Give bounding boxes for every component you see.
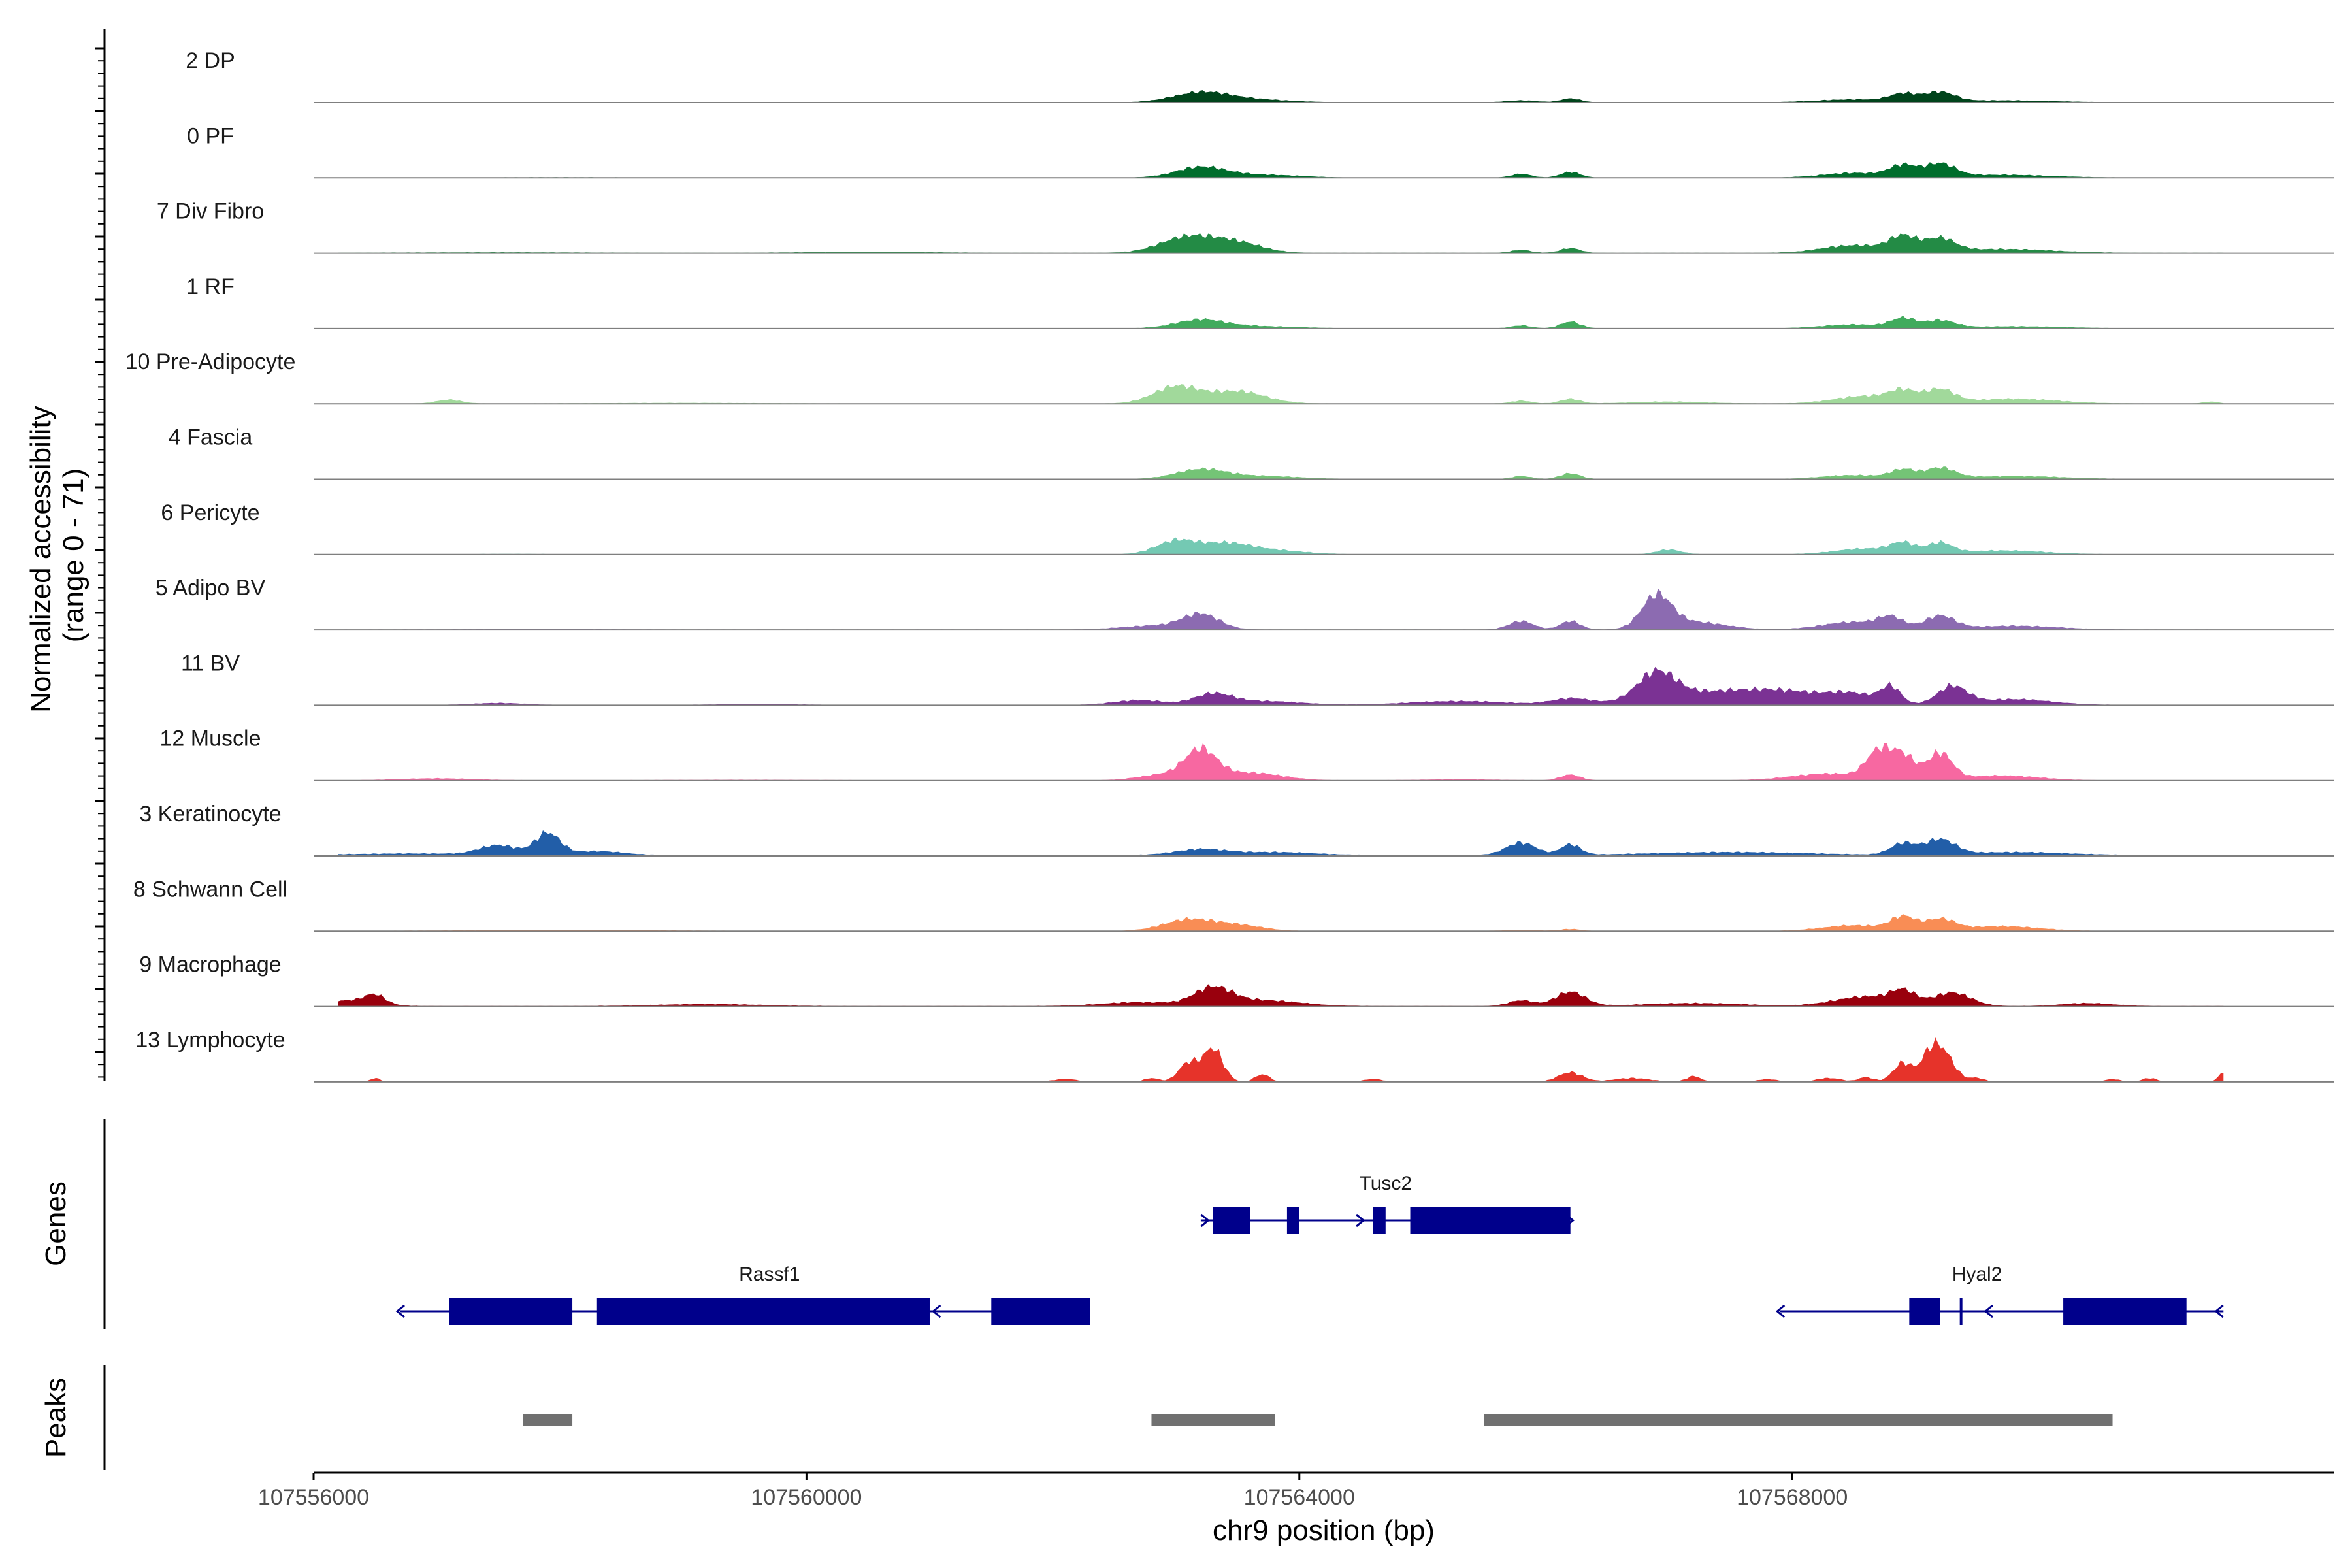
gene-exon [1373, 1207, 1386, 1234]
x-axis: 107556000 107560000 107564000 107568000 [258, 1471, 2334, 1510]
track-label-5-adipo-bv: 5 Adipo BV [155, 576, 266, 600]
track-11-bv: 11 BV [181, 651, 2334, 706]
coverage-area-8-schwann-cell [338, 914, 2224, 932]
track-13-lymphocyte: 13 Lymphocyte [135, 1028, 2334, 1083]
x-tick-label: 107564000 [1244, 1485, 1355, 1510]
coverage-y-axis [95, 29, 106, 1081]
strand-arrow-icon [1984, 1304, 1993, 1318]
track-label-3-keratinocyte: 3 Keratinocyte [139, 802, 281, 826]
coverage-area-2-dp [338, 90, 2224, 103]
strand-arrow-icon [1775, 1304, 1786, 1318]
peak-region [523, 1414, 573, 1426]
coverage-area-5-adipo-bv [338, 589, 2224, 630]
gene-label-tusc2: Tusc2 [1360, 1173, 1413, 1194]
coverage-area-1-rf [338, 316, 2224, 329]
coverage-tracks: 2 DP 0 PF 7 Div Fibro 1 RF 10 Pre-Adipocyte 4… [125, 48, 2334, 1083]
track-4-fascia: 4 Fascia [169, 425, 2334, 480]
coverage-area-11-bv [338, 666, 2224, 706]
gene-exon [991, 1298, 1090, 1325]
track-8-schwann-cell: 8 Schwann Cell [133, 877, 2334, 932]
track-2-dp: 2 DP [186, 48, 2334, 103]
gene-exon [1959, 1298, 1963, 1325]
track-5-adipo-bv: 5 Adipo BV [155, 576, 2334, 631]
track-7-div-fibro: 7 Div Fibro [157, 199, 2334, 254]
track-label-10-pre-adipocyte: 10 Pre-Adipocyte [125, 350, 296, 374]
gene-hyal2: Hyal2 [1775, 1264, 2224, 1325]
track-label-8-schwann-cell: 8 Schwann Cell [133, 877, 287, 902]
gene-exon [449, 1298, 573, 1325]
peak-region [1151, 1414, 1275, 1426]
coverage-area-12-muscle [338, 743, 2224, 781]
track-10-pre-adipocyte: 10 Pre-Adipocyte [125, 350, 2334, 405]
strand-arrow-icon [395, 1304, 405, 1318]
strand-arrow-icon [932, 1304, 941, 1318]
x-tick-label: 107568000 [1737, 1485, 1848, 1510]
coverage-area-0-pf [338, 162, 2224, 178]
coverage-area-10-pre-adipocyte [338, 384, 2224, 404]
strand-arrow-icon [1356, 1213, 1365, 1228]
gene-tusc2: Tusc2 [1200, 1173, 1575, 1234]
coverage-area-7-div-fibro [338, 233, 2224, 253]
gene-exon [2063, 1298, 2187, 1325]
coverage-area-6-pericyte [338, 537, 2224, 555]
peaks-axis-label: Peaks [40, 1378, 72, 1458]
track-label-0-pf: 0 PF [187, 123, 234, 148]
strand-arrow-icon [2214, 1304, 2224, 1318]
coverage-area-4-fascia [338, 466, 2224, 480]
coverage-area-3-keratinocyte [338, 830, 2224, 856]
genes-panel: Genes Tusc2 Rassf1 Hyal2 [40, 1119, 2224, 1329]
track-12-muscle: 12 Muscle [160, 727, 2334, 781]
gene-exon [1213, 1207, 1250, 1234]
gene-exon [1410, 1207, 1571, 1234]
gene-rassf1: Rassf1 [395, 1264, 1090, 1325]
peaks-panel: Peaks [40, 1365, 2113, 1470]
track-label-2-dp: 2 DP [186, 48, 235, 73]
track-label-7-div-fibro: 7 Div Fibro [157, 199, 264, 224]
gene-label-hyal2: Hyal2 [1952, 1264, 2002, 1285]
track-0-pf: 0 PF [187, 123, 2334, 179]
track-6-pericyte: 6 Pericyte [161, 500, 2334, 555]
gene-exon [1909, 1298, 1940, 1325]
gene-exon [1286, 1207, 1299, 1234]
track-9-macrophage: 9 Macrophage [139, 953, 2334, 1007]
x-tick-label: 107560000 [751, 1485, 862, 1510]
track-label-11-bv: 11 BV [181, 651, 240, 676]
x-tick-label: 107556000 [258, 1485, 369, 1510]
track-label-4-fascia: 4 Fascia [169, 425, 253, 450]
track-label-6-pericyte: 6 Pericyte [161, 500, 259, 525]
genes-axis-label: Genes [40, 1181, 72, 1266]
track-1-rf: 1 RF [186, 274, 2334, 329]
track-label-9-macrophage: 9 Macrophage [139, 953, 281, 977]
strand-arrow-icon [1200, 1213, 1210, 1228]
coverage-area-13-lymphocyte [338, 1037, 2224, 1082]
track-label-1-rf: 1 RF [186, 274, 235, 299]
coverage-area-9-macrophage [338, 984, 2224, 1007]
x-axis-label: chr9 position (bp) [1213, 1514, 1435, 1546]
track-label-12-muscle: 12 Muscle [160, 727, 261, 751]
gene-exon [596, 1298, 930, 1325]
peak-region [1484, 1414, 2113, 1426]
gene-label-rassf1: Rassf1 [739, 1264, 800, 1285]
track-label-13-lymphocyte: 13 Lymphocyte [135, 1028, 285, 1053]
track-3-keratinocyte: 3 Keratinocyte [139, 802, 2334, 857]
coverage-y-axis-label: Normalized accessibility (range 0 - 71) [25, 398, 90, 713]
